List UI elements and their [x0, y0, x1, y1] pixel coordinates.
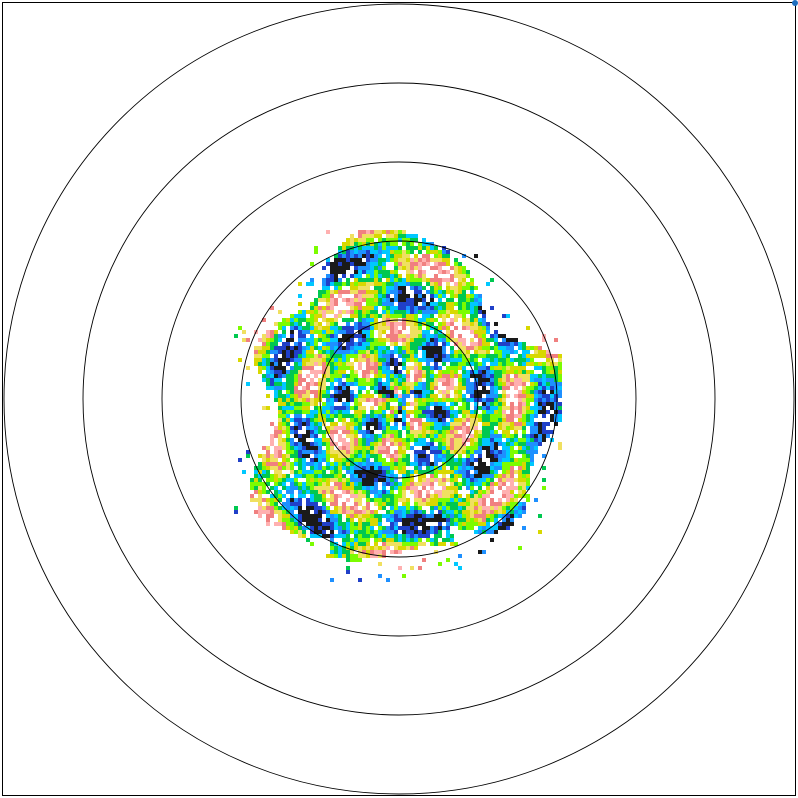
range-ring — [161, 161, 637, 637]
range-ring — [319, 319, 479, 479]
range-ring — [82, 82, 716, 716]
range-ring — [3, 3, 795, 795]
corner-marker — [792, 0, 798, 6]
range-rings — [3, 3, 795, 795]
radar-echo-field — [234, 230, 562, 582]
range-ring — [240, 240, 558, 558]
